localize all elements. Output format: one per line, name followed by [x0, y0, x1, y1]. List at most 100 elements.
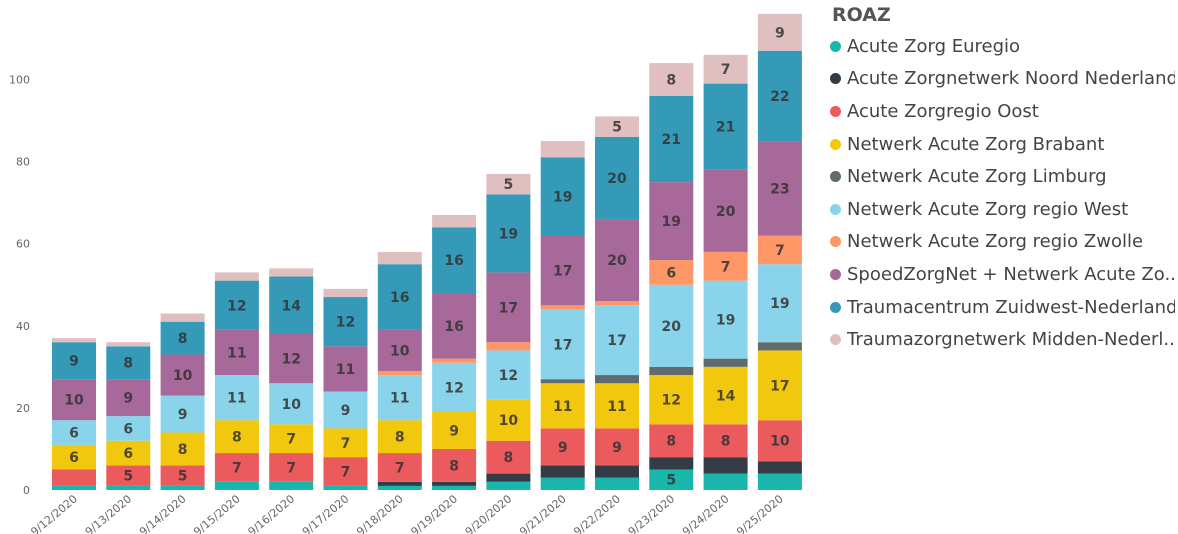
data-label: 20	[716, 204, 736, 220]
bar-segment	[323, 485, 368, 490]
data-label: 9	[123, 391, 133, 407]
legend-item[interactable]: Netwerk Acute Zorg Brabant	[830, 128, 1175, 161]
bar-segment	[432, 485, 477, 490]
bar-segment	[703, 169, 748, 252]
data-label: 11	[227, 391, 246, 407]
data-label: 7	[721, 259, 731, 275]
data-label: 5	[666, 473, 676, 489]
bar-segment	[595, 219, 639, 302]
bar-segment	[540, 309, 585, 380]
bar-segment	[703, 54, 748, 84]
bar-segment	[377, 485, 422, 490]
bar-segment	[486, 342, 531, 351]
bar-segment	[595, 375, 639, 384]
bar-segment	[52, 379, 96, 421]
bar-segment	[377, 420, 422, 454]
data-label: 9	[69, 354, 79, 370]
bar-segment	[595, 477, 639, 490]
bar-segment	[757, 473, 802, 490]
data-label: 19	[716, 313, 735, 329]
legend-item[interactable]: Traumacentrum Zuidwest-Nederland	[830, 291, 1175, 324]
legend-item[interactable]: Acute Zorgnetwerk Noord Nederland	[830, 63, 1175, 96]
bar-segment	[432, 227, 477, 293]
legend-color-dot	[830, 105, 841, 117]
legend-item[interactable]: Acute Zorgregio Oost	[830, 95, 1175, 128]
x-tick-label: 9/16/2020	[246, 492, 298, 534]
y-tick-label: 80	[16, 156, 30, 169]
data-label: 7	[395, 460, 405, 476]
x-tick-label: 9/14/2020	[137, 492, 189, 534]
bar-segment	[649, 63, 694, 96]
x-tick-label: 9/21/2020	[517, 492, 569, 534]
bar-segment	[214, 481, 259, 490]
data-label: 10	[64, 393, 84, 409]
bar-segment	[540, 157, 585, 236]
data-label: 8	[504, 450, 514, 466]
legend-label: Netwerk Acute Zorg Brabant	[847, 133, 1105, 155]
data-label: 19	[662, 214, 681, 230]
data-label: 9	[178, 407, 188, 423]
x-tick-label: 9/19/2020	[408, 492, 460, 534]
data-label: 7	[775, 243, 785, 259]
bar-segment	[214, 272, 259, 281]
bar-segment	[323, 391, 368, 429]
data-label: 11	[227, 345, 246, 361]
data-label: 9	[341, 403, 351, 419]
bar-segment	[486, 399, 531, 441]
legend-label: Traumacentrum Zuidwest-Nederland	[847, 296, 1175, 318]
bar-segment	[757, 350, 802, 421]
data-label: 6	[69, 450, 79, 466]
bar-segment	[649, 95, 694, 183]
bar-segment	[432, 362, 477, 413]
data-label: 17	[553, 263, 572, 279]
data-label: 9	[449, 423, 459, 439]
legend-label: Acute Zorg Euregio	[847, 35, 1021, 57]
bar-segment	[595, 136, 639, 220]
data-label: 12	[227, 298, 246, 314]
data-label: 20	[662, 319, 682, 335]
bar-segment	[269, 424, 314, 454]
bar-segment	[160, 485, 205, 490]
bar-segment	[269, 383, 314, 425]
legend-label: Netwerk Acute Zorg regio West	[847, 198, 1129, 220]
bar-segment	[486, 481, 531, 490]
bar-segment	[649, 366, 694, 376]
bar-segment	[106, 416, 151, 441]
bar-segment	[52, 444, 96, 470]
data-label: 7	[232, 460, 242, 476]
bar-segment	[757, 235, 802, 265]
bar-segment	[160, 313, 205, 322]
data-label: 20	[607, 253, 627, 269]
legend-item[interactable]: SpoedZorgNet + Netwerk Acute Zo...	[830, 258, 1175, 291]
legend-item[interactable]: Netwerk Acute Zorg regio West	[830, 193, 1175, 226]
data-label: 16	[444, 319, 463, 335]
data-label: 7	[341, 465, 351, 481]
bar-segment	[649, 284, 694, 367]
bar-segment	[757, 264, 802, 343]
bar-segment	[106, 342, 151, 347]
bar-segment	[377, 453, 422, 482]
legend-color-dot	[830, 171, 841, 183]
data-label: 12	[336, 315, 355, 331]
legend-item[interactable]: Traumazorgnetwerk Midden-Nederl...	[830, 323, 1175, 356]
data-label: 9	[775, 25, 785, 41]
bar-segment	[649, 375, 694, 425]
data-label: 6	[123, 446, 133, 462]
x-tick-label: 9/20/2020	[463, 492, 515, 534]
legend-item[interactable]: Netwerk Acute Zorg Limburg	[830, 160, 1175, 193]
bar-segment	[486, 173, 531, 195]
legend-item[interactable]: Acute Zorg Euregio	[830, 30, 1175, 63]
bar-segment	[160, 395, 205, 433]
data-label: 8	[395, 430, 405, 446]
legend-label: Acute Zorgnetwerk Noord Nederland	[847, 68, 1175, 90]
bar-segment	[649, 457, 694, 470]
bar-segment	[323, 297, 368, 347]
bar-segment	[52, 485, 96, 490]
bar-segment	[432, 448, 477, 482]
legend-item[interactable]: Netwerk Acute Zorg regio Zwolle	[830, 226, 1175, 259]
data-label: 11	[336, 362, 355, 378]
bar-segment	[160, 432, 205, 466]
bar-segment	[703, 358, 748, 367]
data-label: 10	[499, 413, 519, 429]
data-label: 19	[770, 296, 789, 312]
